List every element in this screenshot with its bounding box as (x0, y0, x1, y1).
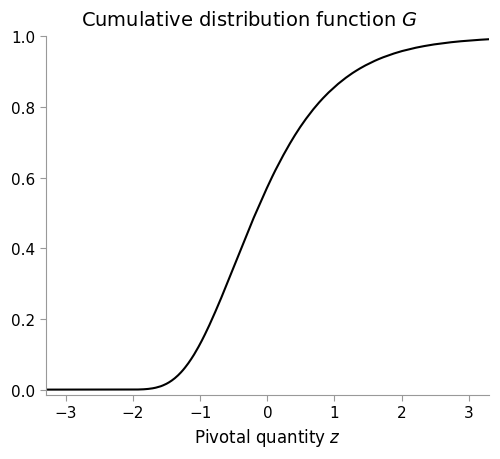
Text: Cumulative distribution function $G$: Cumulative distribution function $G$ (81, 11, 418, 30)
X-axis label: Pivotal quantity $z$: Pivotal quantity $z$ (194, 426, 341, 448)
